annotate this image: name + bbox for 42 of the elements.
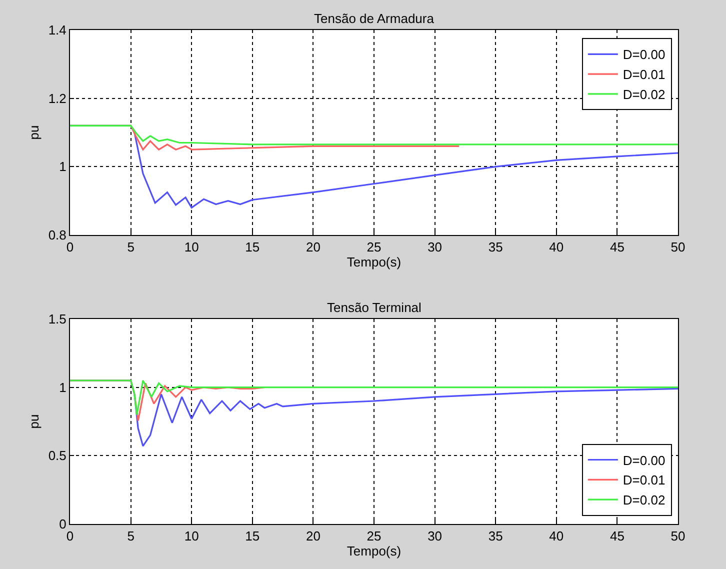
legend-label: D=0.02 — [622, 87, 666, 102]
x-tick-label: 35 — [488, 240, 503, 255]
x-tick-label: 10 — [184, 528, 199, 544]
x-tick-label: 40 — [549, 528, 564, 544]
y-tick-label: 1 — [59, 159, 66, 174]
y-tick-label: 1.5 — [48, 312, 66, 327]
x-axis-title: Tempo(s) — [346, 544, 402, 559]
legend-label: D=0.00 — [622, 452, 666, 468]
x-tick-label: 15 — [245, 528, 260, 544]
y-tick-label: 1.4 — [48, 22, 66, 38]
x-tick-label: 10 — [184, 240, 199, 255]
legend-label: D=0.00 — [622, 47, 666, 62]
x-tick-label: 40 — [549, 240, 564, 255]
line-series — [70, 124, 678, 146]
x-tick-label: 30 — [428, 240, 442, 255]
x-tick-label: 15 — [245, 240, 260, 255]
legend-label: D=0.01 — [622, 67, 666, 82]
x-tick-label: 25 — [366, 528, 382, 544]
chart-title: Tensão de Armadura — [314, 11, 435, 26]
x-tick-label: 50 — [670, 240, 686, 255]
legend-label: D=0.01 — [622, 472, 666, 488]
line-series — [70, 380, 678, 416]
y-tick-label: 1.2 — [48, 90, 66, 106]
y-tick-label: 0 — [59, 516, 66, 532]
y-axis-title: pu — [26, 414, 42, 429]
x-tick-label: 5 — [127, 528, 134, 544]
x-tick-label: 5 — [127, 240, 134, 255]
x-tick-label: 20 — [306, 240, 320, 255]
x-tick-label: 45 — [610, 528, 624, 544]
x-tick-label: 25 — [366, 240, 382, 255]
x-tick-label: 45 — [610, 240, 624, 255]
x-axis-title: Tempo(s) — [346, 254, 402, 270]
legend-label: D=0.02 — [622, 492, 666, 508]
y-tick-label: 1 — [59, 380, 66, 395]
x-tick-label: 50 — [670, 528, 686, 544]
y-tick-label: 0.5 — [48, 448, 66, 464]
chart-title: Tensão Terminal — [327, 300, 422, 315]
x-tick-label: 20 — [306, 528, 320, 544]
y-axis-title: pu — [26, 125, 42, 140]
y-tick-label: 0.8 — [48, 228, 66, 243]
x-tick-label: 30 — [428, 528, 442, 544]
x-tick-label: 35 — [488, 528, 503, 544]
